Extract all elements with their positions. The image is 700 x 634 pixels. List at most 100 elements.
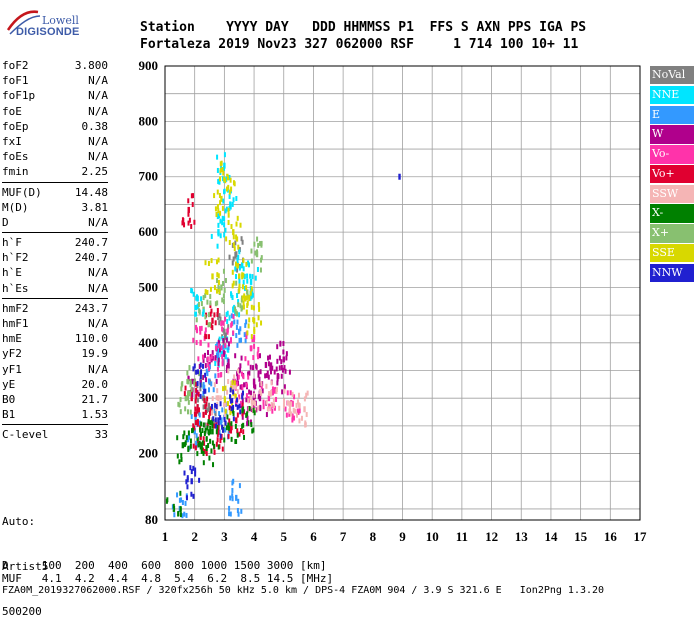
- data-point: [240, 262, 244, 269]
- data-point: [192, 379, 195, 385]
- data-point: [235, 494, 238, 501]
- data-point: [176, 492, 179, 498]
- data-point: [247, 398, 250, 404]
- data-point: [206, 356, 209, 362]
- data-point: [210, 353, 213, 359]
- data-point: [288, 405, 291, 411]
- param-row: foF2 3.800: [2, 58, 108, 73]
- param-label: hmE: [2, 332, 22, 346]
- auto-label: Auto:: [2, 515, 36, 528]
- data-point: [230, 186, 233, 192]
- data-point: [243, 434, 246, 440]
- x-tick-label: 14: [544, 529, 558, 544]
- data-point: [192, 193, 195, 199]
- data-point: [251, 288, 254, 294]
- data-point: [195, 387, 198, 393]
- param-value: 2.25: [81, 165, 109, 179]
- data-point: [250, 258, 253, 264]
- data-point: [180, 452, 183, 458]
- data-point: [283, 384, 286, 390]
- data-point: [209, 425, 212, 431]
- data-point: [221, 326, 224, 332]
- data-point: [216, 307, 219, 313]
- data-point: [208, 366, 211, 372]
- data-point: [206, 425, 209, 431]
- data-point: [226, 186, 229, 192]
- data-point: [281, 367, 284, 373]
- param-row: fmin 2.25: [2, 164, 108, 179]
- x-tick-label: 6: [310, 529, 317, 544]
- data-point: [236, 371, 239, 377]
- data-point: [186, 484, 189, 490]
- data-point: [275, 366, 278, 372]
- data-point: [222, 327, 225, 333]
- data-point: [218, 347, 221, 353]
- data-point: [221, 446, 224, 452]
- data-point: [255, 322, 258, 328]
- auto-program: Artist5: [2, 560, 49, 573]
- data-point: [218, 320, 221, 326]
- legend-item: NNW: [650, 263, 694, 283]
- data-point: [187, 375, 190, 381]
- data-point: [188, 445, 191, 451]
- data-point: [236, 293, 239, 299]
- data-point: [216, 278, 219, 284]
- data-point: [230, 224, 233, 230]
- x-tick-label: 3: [221, 529, 228, 544]
- data-point: [241, 394, 244, 400]
- data-point: [233, 374, 236, 380]
- data-point: [247, 371, 250, 377]
- data-point: [229, 177, 232, 183]
- data-point: [201, 440, 204, 446]
- data-point: [223, 416, 226, 422]
- data-point: [279, 340, 282, 346]
- data-point: [186, 370, 189, 376]
- data-point: [257, 394, 260, 400]
- data-point: [216, 388, 219, 394]
- data-point: [222, 338, 225, 344]
- y-tick-label: 400: [139, 335, 159, 350]
- data-point: [210, 258, 213, 264]
- data-point: [187, 220, 190, 226]
- data-point: [269, 369, 272, 375]
- data-point: [292, 415, 295, 421]
- data-point: [217, 257, 220, 263]
- data-point: [217, 420, 220, 426]
- data-point: [245, 319, 248, 325]
- data-point: [231, 398, 234, 404]
- data-point: [221, 220, 224, 226]
- data-point: [281, 389, 284, 395]
- data-point: [214, 411, 217, 417]
- data-point: [247, 374, 250, 380]
- data-point: [199, 444, 202, 450]
- data-point: [200, 296, 203, 302]
- data-point: [205, 436, 208, 442]
- data-point: [228, 315, 231, 321]
- param-row: MUF(D) 14.48: [2, 185, 108, 200]
- data-point: [187, 436, 190, 442]
- data-point: [212, 387, 215, 393]
- data-point: [230, 436, 233, 442]
- param-label: C-level: [2, 428, 49, 442]
- data-point: [223, 232, 226, 238]
- data-point: [236, 389, 239, 395]
- data-point: [272, 397, 275, 403]
- data-point: [229, 495, 232, 501]
- data-point: [258, 306, 261, 312]
- data-point: [191, 202, 194, 208]
- data-point: [298, 408, 301, 414]
- data-point: [206, 371, 209, 377]
- data-point: [257, 242, 260, 248]
- data-point: [210, 357, 213, 363]
- data-point: [183, 391, 186, 397]
- param-row: foEs N/A: [2, 149, 108, 164]
- data-point: [259, 369, 262, 375]
- data-point: [252, 400, 255, 406]
- data-point: [234, 393, 237, 399]
- data-point: [267, 395, 271, 402]
- data-point: [264, 361, 268, 368]
- legend-item: Vo-: [650, 145, 694, 164]
- data-point: [249, 419, 252, 425]
- data-point: [249, 394, 252, 400]
- data-point: [234, 353, 237, 359]
